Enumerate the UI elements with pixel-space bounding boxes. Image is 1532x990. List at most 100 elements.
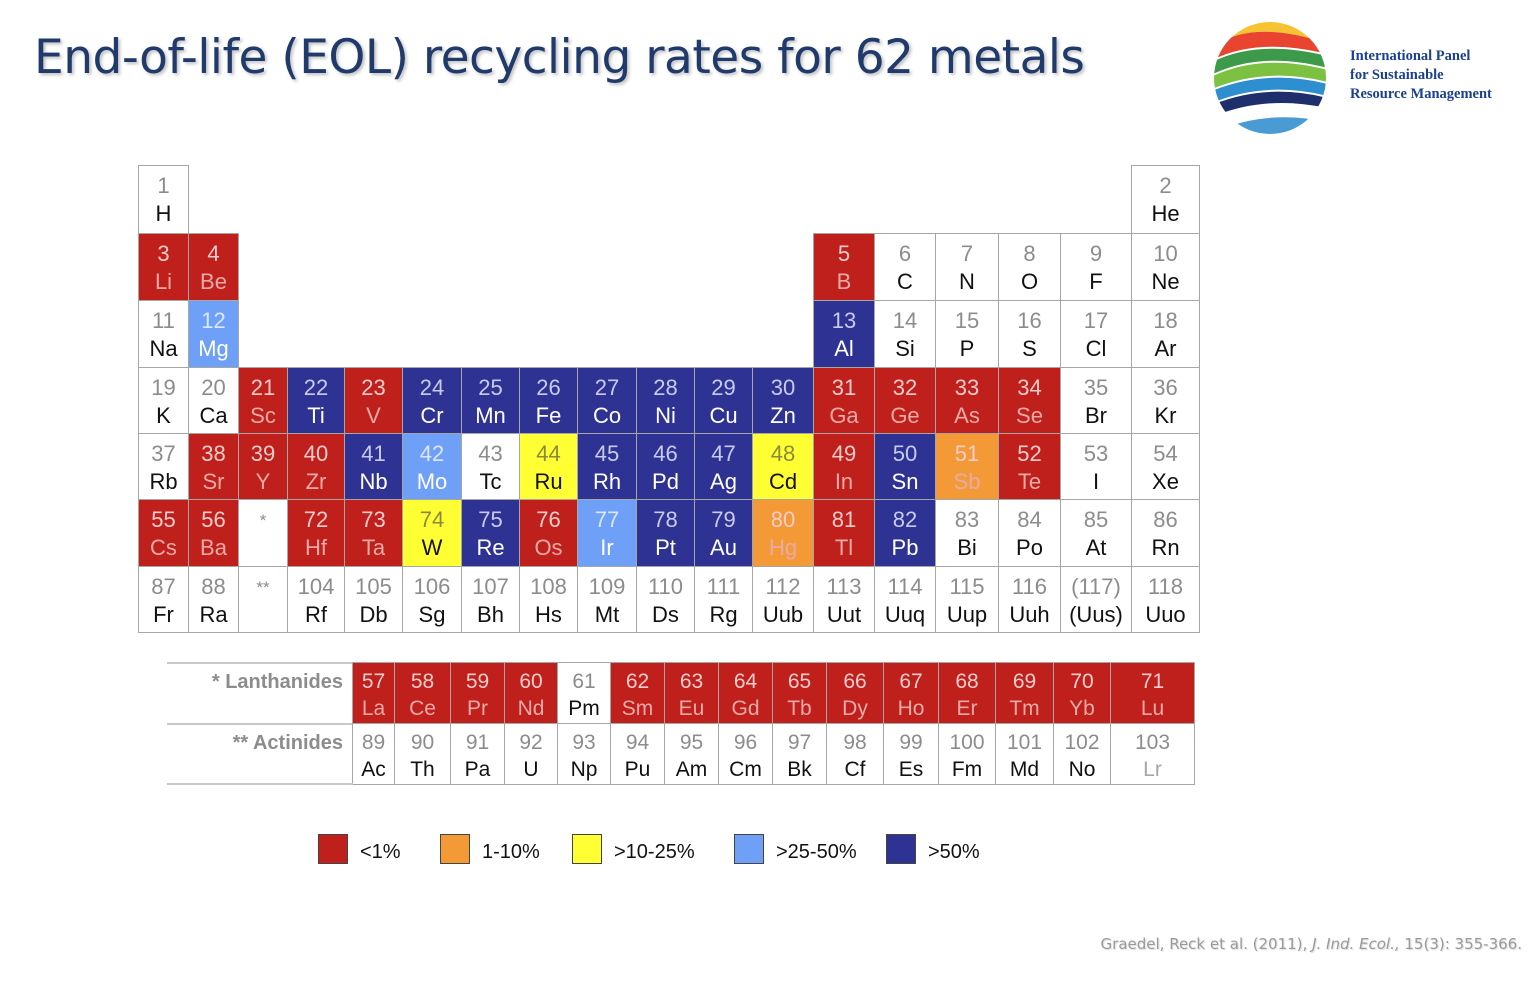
element-symbol: Pd xyxy=(652,469,679,494)
element-cell: 55 Cs xyxy=(138,499,189,567)
element-symbol: Sc xyxy=(250,403,276,428)
legend-swatch xyxy=(318,834,348,864)
element-symbol: Np xyxy=(570,758,598,781)
atomic-number: 100 xyxy=(949,731,985,754)
atomic-number: 78 xyxy=(653,507,678,532)
element-cell: (117) (Uus) xyxy=(1060,566,1132,633)
element-symbol: F xyxy=(1089,269,1103,294)
atomic-number: 44 xyxy=(536,441,561,466)
element-symbol: Ta xyxy=(361,535,386,560)
actinides-label: ** Actinides xyxy=(167,723,353,784)
element-cell: 71 Lu xyxy=(1110,662,1195,724)
element-cell: 84 Po xyxy=(998,499,1061,567)
element-symbol: Li xyxy=(154,269,173,294)
atomic-number: 90 xyxy=(410,731,435,754)
element-cell: 21 Sc xyxy=(238,367,288,434)
citation-ref: 15(3): 355-366. xyxy=(1399,935,1522,953)
atomic-number: 51 xyxy=(954,441,980,466)
element-cell: 12 Mg xyxy=(188,300,239,368)
element-symbol: K xyxy=(156,403,171,428)
element-symbol: Uut xyxy=(826,602,862,627)
element-cell: 22 Ti xyxy=(287,367,345,434)
element-symbol: Nb xyxy=(359,469,388,494)
atomic-number: ** xyxy=(256,578,270,597)
element-symbol: Xe xyxy=(1152,469,1179,494)
element-symbol: Uup xyxy=(946,602,988,627)
element-symbol: No xyxy=(1068,758,1096,781)
element-symbol: Al xyxy=(834,336,854,361)
element-cell: 13 Al xyxy=(813,300,875,368)
element-cell: 106 Sg xyxy=(402,566,462,633)
atomic-number: 53 xyxy=(1083,441,1109,466)
atomic-number: 73 xyxy=(361,507,386,532)
atomic-number: 13 xyxy=(831,308,857,333)
element-symbol: O xyxy=(1020,269,1039,294)
element-cell: 97 Bk xyxy=(772,723,827,785)
atomic-number: 54 xyxy=(1153,441,1178,466)
element-cell: 25 Mn xyxy=(461,367,520,434)
element-symbol: Cm xyxy=(729,758,762,781)
element-symbol: Pb xyxy=(891,535,919,560)
atomic-number: 87 xyxy=(151,574,176,599)
atomic-number: 30 xyxy=(770,375,796,400)
element-cell: 107 Bh xyxy=(461,566,520,633)
element-symbol: Rf xyxy=(305,602,327,627)
atomic-number: 48 xyxy=(770,441,796,466)
element-symbol: Sn xyxy=(891,469,919,494)
atomic-number: 12 xyxy=(201,308,226,333)
atomic-number: 42 xyxy=(419,441,445,466)
element-cell: 4 Be xyxy=(188,233,239,301)
element-symbol: Eu xyxy=(678,697,705,720)
atomic-number: 109 xyxy=(588,574,626,599)
element-symbol: La xyxy=(361,697,386,720)
element-cell: 103 Lr xyxy=(1110,723,1195,785)
atomic-number: 59 xyxy=(465,670,490,693)
element-symbol: Po xyxy=(1016,535,1043,560)
element-symbol: Cl xyxy=(1085,336,1107,361)
element-cell: 36 Kr xyxy=(1131,367,1200,434)
atomic-number: 77 xyxy=(594,507,620,532)
element-symbol: Pr xyxy=(467,697,488,720)
atomic-number: 32 xyxy=(892,375,918,400)
element-symbol: Kr xyxy=(1154,403,1177,428)
element-cell: 109 Mt xyxy=(577,566,637,633)
element-symbol: Te xyxy=(1017,469,1042,494)
atomic-number: 110 xyxy=(647,574,684,599)
element-cell: 112 Uub xyxy=(752,566,814,633)
element-cell: 43 Tc xyxy=(461,433,520,500)
atomic-number: 85 xyxy=(1083,507,1109,532)
element-cell: 18 Ar xyxy=(1131,300,1200,368)
element-symbol: Na xyxy=(149,336,178,361)
element-cell: 78 Pt xyxy=(636,499,695,567)
element-symbol: Es xyxy=(898,758,924,781)
element-cell: 49 In xyxy=(813,433,875,500)
atomic-number: 70 xyxy=(1070,670,1094,693)
atomic-number: 6 xyxy=(898,241,912,266)
element-cell: 60 Nd xyxy=(504,662,558,724)
element-cell: 32 Ge xyxy=(874,367,936,434)
element-symbol: Co xyxy=(592,403,622,428)
element-cell: 42 Mo xyxy=(402,433,462,500)
element-symbol: He xyxy=(1151,201,1180,226)
element-cell: 61 Pm xyxy=(557,662,611,724)
element-symbol: Pu xyxy=(624,758,651,781)
element-symbol: W xyxy=(421,535,443,560)
legend-swatch xyxy=(734,834,764,864)
element-symbol: Cu xyxy=(709,403,738,428)
element-symbol: Ac xyxy=(361,758,386,781)
element-cell: 77 Ir xyxy=(577,499,637,567)
element-cell: 47 Ag xyxy=(694,433,753,500)
atomic-number: 105 xyxy=(355,574,392,599)
atomic-number: 98 xyxy=(843,731,867,754)
atomic-number: 21 xyxy=(250,375,276,400)
atomic-number: 26 xyxy=(536,375,561,400)
element-cell: 86 Rn xyxy=(1131,499,1200,567)
element-symbol: Mn xyxy=(475,403,506,428)
element-symbol: Ra xyxy=(199,602,228,627)
atomic-number: 106 xyxy=(413,574,451,599)
atomic-number: 61 xyxy=(572,670,596,693)
element-cell: 96 Cm xyxy=(718,723,773,785)
element-symbol: Ni xyxy=(655,403,676,428)
